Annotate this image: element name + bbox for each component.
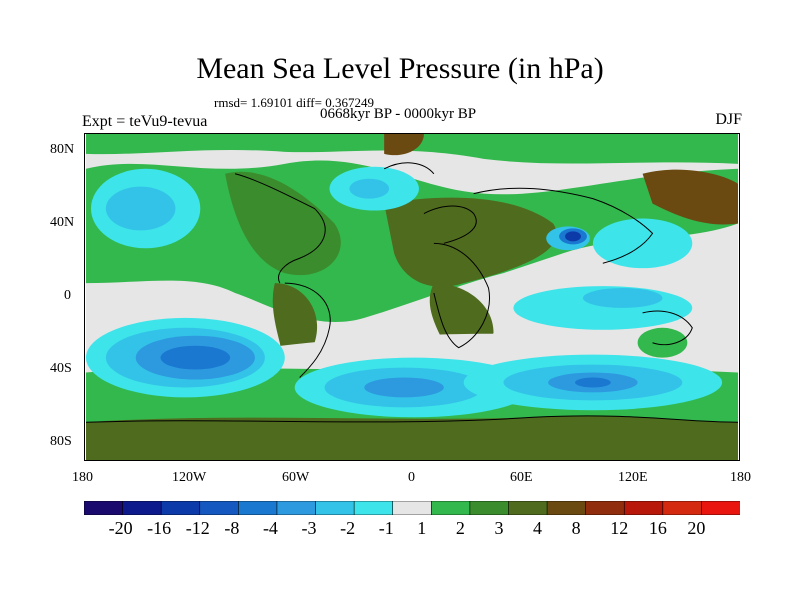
x-tick-label: 180 bbox=[72, 470, 93, 485]
colorbar-label: 3 bbox=[494, 518, 504, 538]
colorbar-label: -16 bbox=[147, 518, 172, 538]
map-title: Mean Sea Level Pressure (in hPa) bbox=[196, 52, 604, 85]
colorbar-swatch bbox=[315, 500, 355, 516]
contour-band-darkgreen bbox=[225, 171, 341, 276]
stats-text: rmsd= 1.69101 diff= 0.367249 bbox=[214, 95, 374, 110]
x-tick-label: 120E bbox=[618, 470, 648, 485]
x-tick-label: 60W bbox=[282, 470, 310, 485]
colorbar-label: 12 bbox=[610, 518, 629, 538]
colorbar-label: -20 bbox=[108, 518, 133, 538]
pressure-map bbox=[84, 133, 740, 461]
colorbar-swatch bbox=[469, 500, 510, 516]
colorbar-label: -8 bbox=[224, 518, 240, 538]
colorbar-label: 8 bbox=[571, 518, 581, 538]
period-text: 0668kyr BP - 0000kyr BP bbox=[320, 106, 477, 122]
contour-band-olive bbox=[86, 415, 738, 460]
y-tick-label: 40S bbox=[50, 361, 72, 376]
colorbar-swatch bbox=[83, 500, 124, 516]
contour-band-blue bbox=[575, 377, 611, 388]
colorbar-swatch bbox=[662, 500, 703, 516]
colorbar-label: -4 bbox=[262, 518, 278, 538]
x-tick-label: 120W bbox=[172, 470, 207, 485]
contour-band-mediumblue bbox=[364, 377, 444, 398]
colorbar-label: 1 bbox=[417, 518, 427, 538]
colorbar-label: -1 bbox=[378, 518, 394, 538]
colorbar-label: 20 bbox=[687, 518, 706, 538]
contour-band-lightblue bbox=[349, 178, 390, 199]
y-tick-label: 40N bbox=[50, 215, 75, 230]
y-tick-label: 0 bbox=[64, 288, 71, 303]
colorbar-label: -3 bbox=[301, 518, 317, 538]
x-tick-label: 60E bbox=[510, 470, 533, 485]
colorbar-label: -2 bbox=[340, 518, 356, 538]
x-tick-label: 180 bbox=[730, 470, 751, 485]
season-label: DJF bbox=[715, 111, 742, 128]
colorbar-swatch bbox=[276, 500, 317, 516]
coastlines bbox=[85, 162, 739, 423]
contour-band-darkblue bbox=[565, 231, 581, 242]
contour-band-brown bbox=[384, 134, 424, 156]
contour-band-olive bbox=[642, 169, 738, 225]
colorbar-swatch bbox=[701, 500, 741, 516]
colorbar-swatch bbox=[546, 500, 587, 516]
y-tick-label: 80N bbox=[50, 142, 75, 157]
colorbar-swatch bbox=[160, 500, 201, 516]
contour-band-lightblue bbox=[582, 288, 663, 308]
colorbar bbox=[83, 500, 741, 520]
colorbar-swatch bbox=[392, 500, 433, 516]
contour-band-lightblue bbox=[105, 186, 176, 231]
colorbar-swatch bbox=[122, 500, 162, 516]
colorbar-swatch bbox=[199, 500, 240, 516]
experiment-label: Expt = teVu9-tevua bbox=[82, 113, 208, 130]
contour-band-olive bbox=[384, 197, 557, 287]
colorbar-swatch bbox=[353, 500, 394, 516]
contour-band-green bbox=[637, 327, 688, 358]
colorbar-swatch bbox=[430, 500, 471, 516]
colorbar-swatch bbox=[508, 500, 548, 516]
colorbar-swatch bbox=[623, 500, 664, 516]
colorbar-swatch bbox=[585, 500, 626, 516]
colorbar-label: 16 bbox=[648, 518, 667, 538]
x-tick-label: 0 bbox=[408, 470, 415, 485]
y-tick-label: 80S bbox=[50, 434, 72, 449]
colorbar-label: 4 bbox=[533, 518, 543, 538]
colorbar-swatch bbox=[238, 500, 278, 516]
colorbar-label: -12 bbox=[185, 518, 210, 538]
contour-band-cyan bbox=[592, 218, 693, 269]
colorbar-label: 2 bbox=[455, 518, 465, 538]
contour-band-blue bbox=[160, 345, 231, 370]
